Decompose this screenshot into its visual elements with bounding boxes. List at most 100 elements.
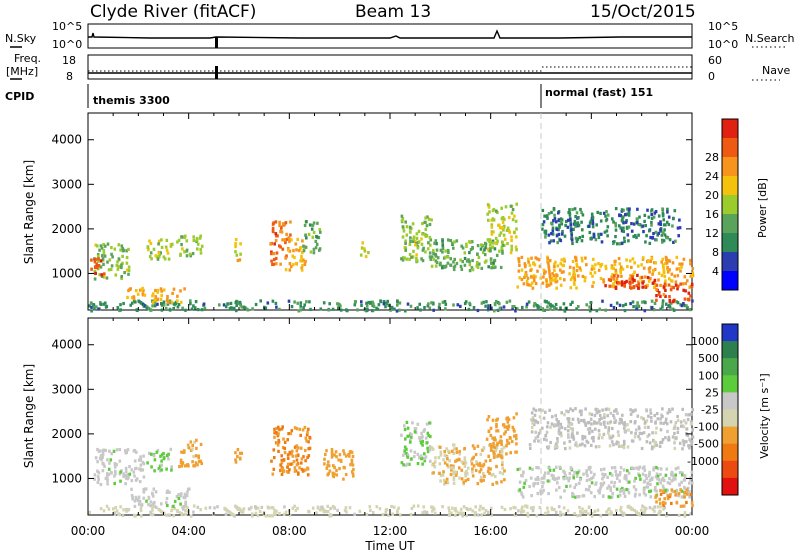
heatmap-cell bbox=[557, 228, 560, 232]
heatmap-cell bbox=[651, 281, 655, 285]
heatmap-cell bbox=[616, 274, 620, 278]
heatmap-cell bbox=[663, 275, 667, 279]
heatmap-cell bbox=[528, 443, 532, 447]
heatmap-cell bbox=[322, 508, 325, 512]
heatmap-cell bbox=[681, 447, 684, 451]
heatmap-cell bbox=[676, 466, 680, 470]
heatmap-cell bbox=[294, 261, 298, 266]
heatmap-cell bbox=[550, 276, 554, 280]
heatmap-cell bbox=[662, 271, 666, 275]
heatmap-cell bbox=[615, 473, 618, 477]
heatmap-cell bbox=[154, 490, 158, 494]
heatmap-cell bbox=[342, 465, 346, 469]
heatmap-cell bbox=[632, 234, 635, 239]
heatmap-cell bbox=[406, 302, 410, 306]
heatmap-cell bbox=[685, 500, 688, 505]
heatmap-cell bbox=[455, 239, 459, 243]
heatmap-cell bbox=[615, 440, 619, 444]
heatmap-cell bbox=[667, 222, 671, 227]
heatmap-cell bbox=[620, 418, 623, 422]
heatmap-cell bbox=[578, 495, 581, 499]
heatmap-cell bbox=[632, 222, 636, 226]
heatmap-cell bbox=[441, 473, 445, 477]
heatmap-cell bbox=[264, 514, 268, 518]
heatmap-cell bbox=[169, 244, 173, 248]
heatmap-cell bbox=[426, 304, 430, 308]
heatmap-cell bbox=[300, 461, 303, 465]
heatmap-cell bbox=[527, 260, 530, 264]
heatmap-cell bbox=[258, 509, 262, 514]
heatmap-cell bbox=[138, 288, 142, 292]
heatmap-cell bbox=[328, 514, 332, 518]
heatmap-cell bbox=[690, 470, 694, 474]
heatmap-cell bbox=[156, 257, 160, 261]
heatmap-cell bbox=[613, 466, 617, 470]
heatmap-cell bbox=[335, 455, 338, 459]
heatmap-cell bbox=[110, 471, 113, 475]
heatmap-cell bbox=[92, 303, 96, 307]
heatmap-cell bbox=[466, 472, 469, 476]
heatmap-cell bbox=[650, 477, 653, 482]
heatmap-cell bbox=[563, 309, 567, 313]
y-tick-label: 4000 bbox=[51, 338, 82, 352]
heatmap-cell bbox=[450, 466, 454, 470]
heatmap-cell bbox=[283, 222, 287, 226]
heatmap-cell bbox=[333, 472, 336, 476]
heatmap-cell bbox=[659, 283, 662, 287]
heatmap-cell bbox=[410, 255, 413, 259]
heatmap-cell bbox=[307, 232, 311, 236]
heatmap-cell bbox=[164, 306, 168, 310]
heatmap-cell bbox=[94, 257, 97, 261]
heatmap-cell bbox=[659, 228, 662, 232]
heatmap-cell bbox=[127, 247, 130, 251]
heatmap-cell bbox=[569, 226, 573, 230]
heatmap-cell bbox=[121, 261, 124, 265]
heatmap-cell bbox=[141, 468, 145, 472]
colorbar-swatch bbox=[722, 409, 738, 428]
heatmap-cell bbox=[678, 218, 681, 222]
heatmap-cell bbox=[574, 441, 578, 445]
heatmap-cell bbox=[659, 428, 663, 432]
heatmap-cell bbox=[530, 411, 534, 415]
heatmap-cell bbox=[649, 495, 653, 499]
heatmap-cell bbox=[631, 439, 635, 443]
heatmap-cell bbox=[402, 453, 405, 457]
heatmap-cell bbox=[296, 301, 299, 305]
heatmap-cell bbox=[686, 486, 690, 490]
heatmap-cell bbox=[673, 441, 676, 445]
heatmap-cell bbox=[327, 460, 330, 464]
heatmap-cell bbox=[541, 426, 544, 430]
heatmap-cell bbox=[489, 458, 492, 462]
heatmap-cell bbox=[592, 232, 596, 236]
heatmap-cell bbox=[102, 302, 106, 306]
heatmap-cell bbox=[109, 458, 113, 462]
heatmap-cell bbox=[661, 484, 665, 488]
heatmap-cell bbox=[576, 471, 580, 475]
heatmap-cell bbox=[628, 207, 631, 211]
heatmap-cell bbox=[688, 490, 691, 494]
heatmap-cell bbox=[480, 266, 484, 270]
heatmap-cell bbox=[443, 482, 446, 486]
heatmap-cell bbox=[486, 469, 490, 474]
heatmap-cell bbox=[635, 307, 638, 311]
heatmap-cell bbox=[553, 446, 557, 450]
heatmap-cell bbox=[599, 514, 603, 518]
heatmap-cell bbox=[274, 256, 278, 261]
heatmap-cell bbox=[418, 456, 421, 460]
heatmap-cell bbox=[548, 468, 552, 473]
heatmap-cell bbox=[424, 455, 428, 459]
heatmap-cell bbox=[159, 297, 163, 301]
heatmap-cell bbox=[599, 422, 602, 426]
heatmap-cell bbox=[494, 265, 497, 269]
heatmap-cell bbox=[509, 451, 512, 455]
heatmap-cell bbox=[129, 303, 132, 307]
heatmap-cell bbox=[396, 511, 399, 515]
heatmap-cell bbox=[647, 259, 650, 263]
heatmap-cell bbox=[445, 447, 448, 451]
heatmap-cell bbox=[573, 273, 577, 277]
heatmap-cell bbox=[597, 268, 601, 272]
heatmap-cell bbox=[181, 247, 184, 251]
heatmap-cell bbox=[396, 303, 399, 307]
heatmap-cell bbox=[604, 284, 607, 288]
heatmap-cell bbox=[689, 422, 693, 426]
